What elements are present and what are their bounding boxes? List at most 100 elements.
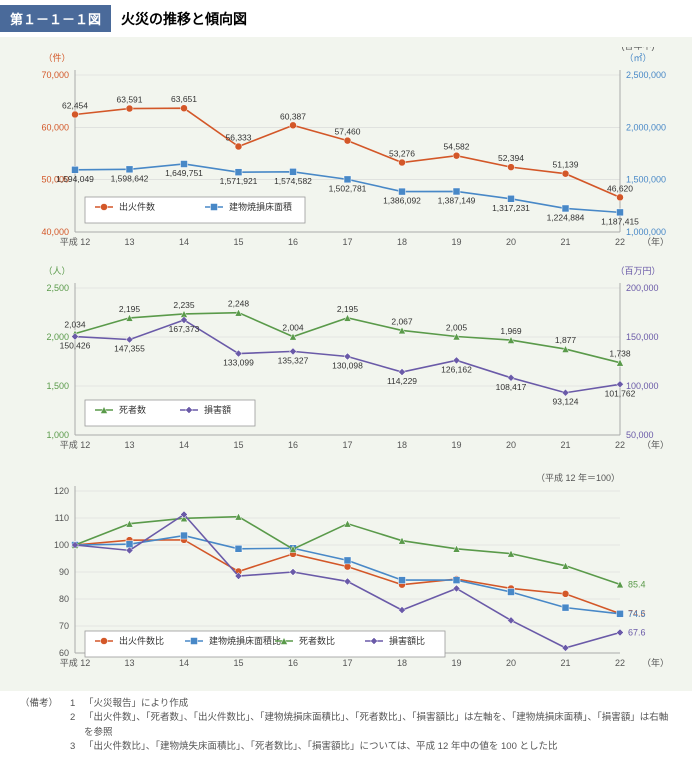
svg-text:74.5: 74.5	[628, 609, 646, 619]
svg-text:108,417: 108,417	[496, 382, 527, 392]
svg-text:1,738: 1,738	[609, 349, 631, 359]
footnotes: （備考）1「火災報告」により作成 2「出火件数」、「死者数」、「出火件数比」、「…	[0, 691, 692, 766]
svg-text:18: 18	[397, 658, 407, 668]
svg-text:1,387,149: 1,387,149	[438, 195, 476, 205]
svg-text:1,386,092: 1,386,092	[383, 196, 421, 206]
svg-text:14: 14	[179, 440, 189, 450]
svg-text:22: 22	[615, 440, 625, 450]
svg-text:（平成 12 年＝100）: （平成 12 年＝100）	[536, 472, 620, 483]
svg-text:167,373: 167,373	[169, 324, 200, 334]
svg-text:40,000: 40,000	[41, 227, 69, 237]
svg-text:53,276: 53,276	[389, 149, 415, 159]
svg-text:19: 19	[451, 658, 461, 668]
svg-text:14: 14	[179, 658, 189, 668]
svg-text:死者数: 死者数	[119, 404, 146, 415]
chart-3: 60708090100110120（平成 12 年＝100）平成 1213141…	[20, 463, 672, 673]
svg-text:2,004: 2,004	[282, 323, 304, 333]
svg-text:（百万円）: （百万円）	[615, 266, 660, 276]
svg-text:85.4: 85.4	[628, 579, 646, 589]
svg-text:57,460: 57,460	[335, 127, 361, 137]
svg-text:80: 80	[59, 594, 69, 604]
svg-text:1,187,415: 1,187,415	[601, 216, 639, 226]
svg-text:1,594,049: 1,594,049	[56, 174, 94, 184]
svg-text:70: 70	[59, 621, 69, 631]
svg-text:1,317,231: 1,317,231	[492, 203, 530, 213]
svg-text:17: 17	[342, 658, 352, 668]
svg-text:損害額比: 損害額比	[389, 635, 425, 646]
svg-text:54,582: 54,582	[444, 142, 470, 152]
figure-title: 火災の推移と傾向図	[121, 9, 247, 29]
svg-text:63,591: 63,591	[117, 95, 143, 105]
svg-text:死者数比: 死者数比	[299, 635, 335, 646]
svg-text:1,969: 1,969	[500, 326, 522, 336]
svg-text:21: 21	[560, 237, 570, 247]
svg-text:（件）: （件）	[43, 52, 70, 63]
svg-text:18: 18	[397, 440, 407, 450]
svg-text:56,333: 56,333	[226, 133, 252, 143]
svg-text:15: 15	[233, 440, 243, 450]
note-2: 「出火件数」、「死者数」、「出火件数比」、「建物焼損床面積比」、「死者数比」、「…	[84, 711, 672, 740]
svg-text:13: 13	[124, 658, 134, 668]
svg-text:22: 22	[615, 658, 625, 668]
svg-text:101,762: 101,762	[605, 388, 636, 398]
svg-text:2,000,000: 2,000,000	[626, 122, 666, 132]
svg-text:19: 19	[451, 237, 461, 247]
svg-text:52,394: 52,394	[498, 153, 524, 163]
svg-text:13: 13	[124, 237, 134, 247]
svg-text:1,598,642: 1,598,642	[111, 173, 149, 183]
svg-text:70,000: 70,000	[41, 70, 69, 80]
figure-badge: 第１－１－１図	[0, 5, 111, 32]
svg-text:2,195: 2,195	[337, 304, 359, 314]
svg-text:15: 15	[233, 237, 243, 247]
svg-text:93,124: 93,124	[553, 397, 579, 407]
svg-text:60: 60	[59, 648, 69, 658]
svg-text:17: 17	[342, 440, 352, 450]
svg-text:(各年中): (各年中)	[622, 47, 655, 51]
svg-text:18: 18	[397, 237, 407, 247]
svg-text:（人）: （人）	[43, 266, 70, 276]
svg-text:（年）: （年）	[642, 439, 669, 450]
note-1: 「火災報告」により作成	[84, 697, 188, 711]
svg-text:平成 12: 平成 12	[60, 236, 91, 247]
notes-key: （備考）	[20, 697, 70, 711]
svg-text:2,067: 2,067	[391, 316, 413, 326]
svg-text:19: 19	[451, 440, 461, 450]
svg-text:22: 22	[615, 237, 625, 247]
note-3: 「出火件数比」、「建物焼失床面積比」、「死者数比」、「損害額比」については、平成…	[84, 740, 558, 754]
svg-text:2,195: 2,195	[119, 304, 141, 314]
svg-text:20: 20	[506, 237, 516, 247]
svg-text:1,224,884: 1,224,884	[547, 212, 585, 222]
svg-text:133,099: 133,099	[223, 358, 254, 368]
svg-text:200,000: 200,000	[626, 283, 659, 293]
svg-text:建物焼損床面積比: 建物焼損床面積比	[209, 635, 281, 646]
svg-text:62,454: 62,454	[62, 100, 88, 110]
svg-text:1,571,921: 1,571,921	[220, 176, 258, 186]
svg-text:114,229: 114,229	[387, 376, 417, 386]
svg-text:1,500: 1,500	[46, 381, 69, 391]
svg-text:16: 16	[288, 658, 298, 668]
svg-text:150,426: 150,426	[60, 341, 91, 351]
svg-text:147,355: 147,355	[114, 344, 145, 354]
svg-text:（年）: （年）	[642, 236, 669, 247]
svg-text:1,000: 1,000	[46, 430, 69, 440]
svg-text:67.6: 67.6	[628, 627, 646, 637]
svg-text:63,651: 63,651	[171, 94, 197, 104]
svg-text:1,574,582: 1,574,582	[274, 176, 312, 186]
svg-text:120: 120	[54, 486, 69, 496]
svg-text:51,139: 51,139	[553, 160, 579, 170]
svg-text:1,000,000: 1,000,000	[626, 227, 666, 237]
svg-text:150,000: 150,000	[626, 332, 659, 342]
svg-text:損害額: 損害額	[204, 404, 231, 415]
svg-text:1,502,781: 1,502,781	[329, 183, 367, 193]
svg-text:100: 100	[54, 540, 69, 550]
chart-2: 1,0001,5002,0002,50050,000100,000150,000…	[20, 260, 672, 455]
svg-text:2,034: 2,034	[64, 320, 86, 330]
svg-text:平成 12: 平成 12	[60, 657, 91, 668]
svg-text:20: 20	[506, 440, 516, 450]
svg-text:90: 90	[59, 567, 69, 577]
svg-text:2,500: 2,500	[46, 283, 69, 293]
svg-text:出火件数比: 出火件数比	[119, 635, 164, 646]
figure-header: 第１－１－１図 火災の推移と傾向図	[0, 0, 692, 37]
svg-text:1,877: 1,877	[555, 335, 577, 345]
charts-area: 40,00050,00060,00070,0001,000,0001,500,0…	[0, 37, 692, 691]
